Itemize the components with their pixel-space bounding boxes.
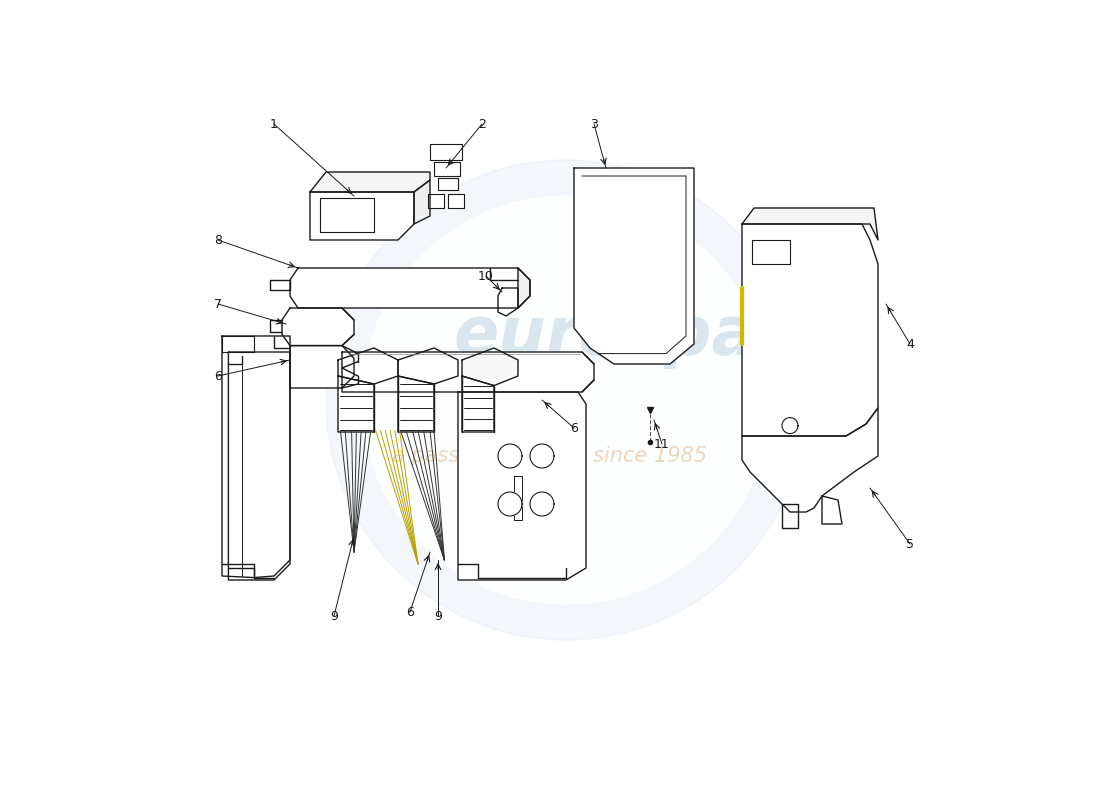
Polygon shape — [742, 408, 878, 512]
Polygon shape — [338, 376, 374, 432]
Polygon shape — [290, 268, 530, 308]
Text: 9: 9 — [434, 610, 442, 622]
Polygon shape — [498, 288, 518, 316]
Text: 1: 1 — [271, 118, 278, 130]
Text: 10: 10 — [478, 270, 494, 282]
Polygon shape — [530, 444, 554, 468]
Polygon shape — [498, 492, 522, 516]
Polygon shape — [462, 348, 518, 386]
Polygon shape — [428, 194, 444, 208]
Polygon shape — [782, 418, 797, 434]
Text: 6: 6 — [570, 422, 578, 434]
Polygon shape — [458, 392, 586, 580]
Text: 7: 7 — [214, 298, 222, 310]
Polygon shape — [498, 444, 522, 468]
Text: 4: 4 — [906, 338, 914, 350]
Polygon shape — [362, 196, 770, 604]
Polygon shape — [530, 492, 554, 516]
Polygon shape — [222, 336, 290, 578]
Polygon shape — [518, 268, 530, 308]
Polygon shape — [326, 160, 806, 640]
Polygon shape — [282, 308, 354, 346]
Text: 6: 6 — [214, 370, 222, 382]
Text: 3: 3 — [590, 118, 598, 130]
Polygon shape — [310, 192, 414, 240]
Polygon shape — [398, 348, 458, 384]
Polygon shape — [574, 168, 694, 364]
Polygon shape — [438, 178, 458, 190]
Text: 5: 5 — [906, 538, 914, 550]
Text: 11: 11 — [654, 438, 670, 450]
Text: 8: 8 — [214, 234, 222, 246]
Polygon shape — [398, 376, 434, 432]
Polygon shape — [342, 352, 594, 392]
Text: 9: 9 — [330, 610, 338, 622]
Polygon shape — [229, 352, 290, 580]
Polygon shape — [742, 208, 878, 240]
Polygon shape — [434, 162, 461, 176]
Polygon shape — [448, 194, 464, 208]
Text: 2: 2 — [478, 118, 486, 130]
Polygon shape — [430, 144, 462, 160]
Polygon shape — [742, 224, 878, 436]
Polygon shape — [462, 376, 494, 432]
Text: 6: 6 — [406, 606, 414, 618]
Polygon shape — [822, 496, 842, 524]
Polygon shape — [414, 180, 430, 224]
Polygon shape — [310, 172, 430, 192]
Polygon shape — [782, 504, 797, 528]
Polygon shape — [290, 346, 354, 388]
Text: eurospares: eurospares — [454, 303, 876, 369]
Polygon shape — [338, 348, 398, 384]
Text: a passion for parts since 1985: a passion for parts since 1985 — [393, 446, 707, 466]
